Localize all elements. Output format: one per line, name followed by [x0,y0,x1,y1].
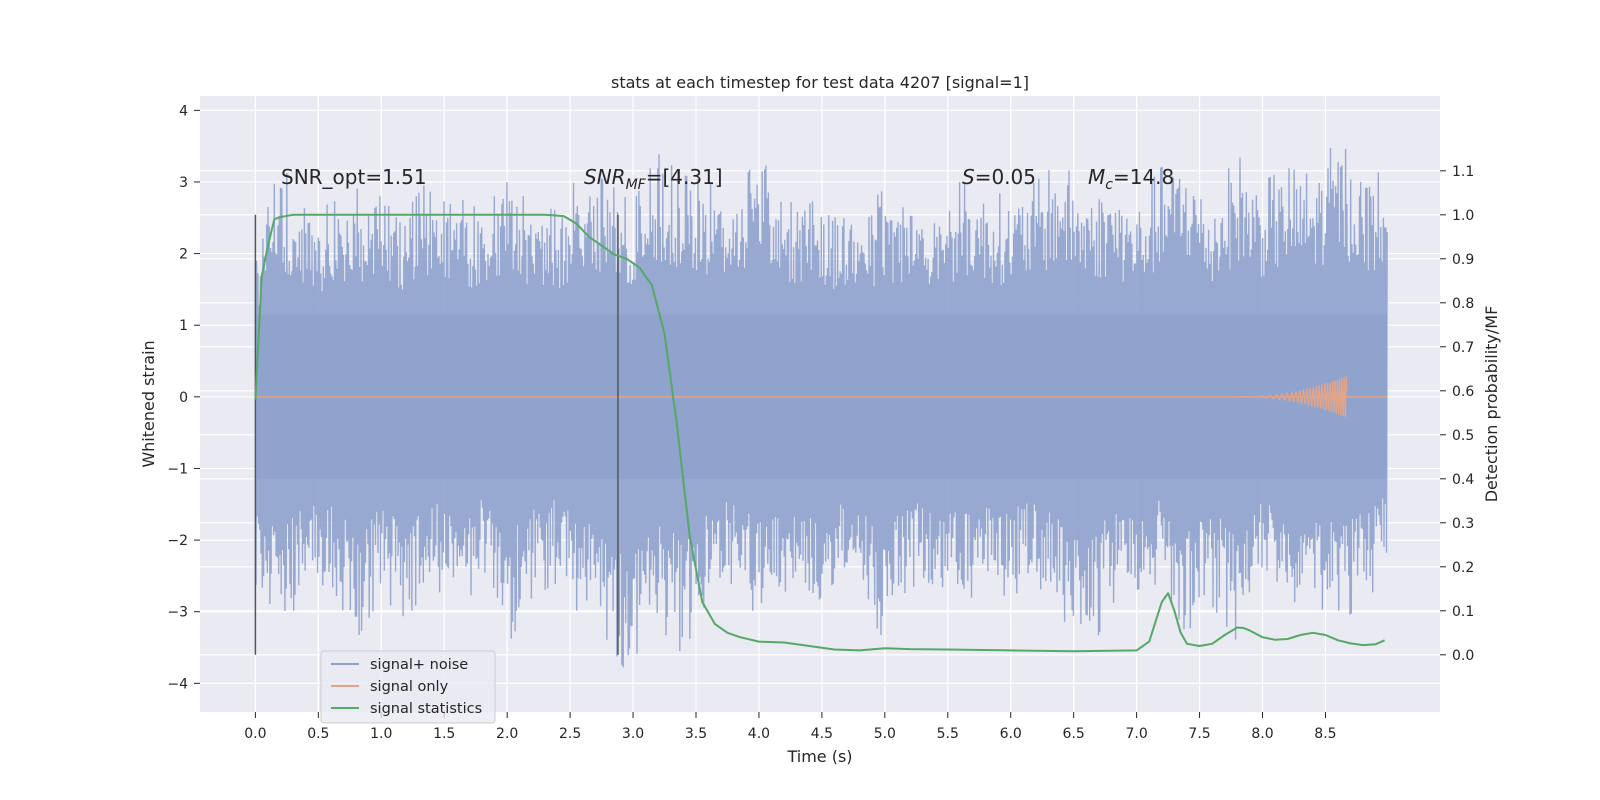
y-right-tick-label: 0.2 [1452,560,1474,576]
x-tick-label: 6.5 [1063,726,1085,742]
annotation-snr-opt: SNR_opt=1.51 [281,165,427,189]
y-left-tick-label: 4 [179,103,188,119]
y-left-tick-label: 1 [179,318,188,334]
annotation-snr-mf: SNRMF=[4.31] [584,165,723,193]
y-left-tick-label: 3 [179,175,188,191]
annotation-snr-mf-symbol: SNR [584,165,626,189]
y-right-tick-label: 0.4 [1452,472,1474,488]
x-axis-label: Time (s) [786,747,852,766]
x-tick-label: 4.5 [811,726,833,742]
signal-only-chirp [1237,376,1348,417]
y-right-tick-label: 0.1 [1452,604,1474,620]
y-axis-left-label: Whitened strain [139,340,158,467]
y-right-tick-label: 0.3 [1452,516,1474,532]
y-right-tick-label: 1.1 [1452,164,1474,180]
x-tick-label: 8.5 [1314,726,1336,742]
x-tick-label: 7.0 [1125,726,1147,742]
y-left-tick-label: −4 [167,676,188,692]
y-left-tick-label: 0 [179,390,188,406]
legend-label-signal-only: signal only [370,679,449,695]
chart-title: stats at each timestep for test data 420… [611,73,1029,92]
x-tick-label: 1.0 [370,726,392,742]
annotation-mc-value: =14.8 [1113,165,1174,189]
x-tick-label: 6.0 [1000,726,1022,742]
x-tick-label: 4.0 [748,726,770,742]
legend: signal+ noise signal only signal statist… [320,650,496,724]
y-right-tick-label: 0.0 [1452,648,1474,664]
legend-box [320,650,496,724]
y-right-tick-label: 1.0 [1452,208,1474,224]
annotation-s: S=0.05 [962,165,1036,189]
x-tick-label: 8.0 [1251,726,1273,742]
y-left-tick-label: 2 [179,247,188,263]
y-right-tick-label: 0.7 [1452,340,1474,356]
x-tick-label: 2.0 [496,726,518,742]
x-tick-label: 0.0 [244,726,266,742]
y-left-tick-label: −2 [167,533,188,549]
y-axis-right-ticks: 0.0 0.1 0.2 0.3 0.4 0.5 0.6 0.7 0.8 0.9 1.0 1.1 [1440,164,1474,664]
x-tick-label: 2.5 [559,726,581,742]
x-tick-label: 7.5 [1188,726,1210,742]
y-axis-right-label: Detection probability/MF [1482,306,1501,503]
y-axis-left-ticks: −4 −3 −2 −1 0 1 2 3 4 [167,103,200,692]
legend-label-signal-noise: signal+ noise [370,657,468,673]
series-signal-only [255,376,1388,417]
x-tick-label: 5.5 [937,726,959,742]
y-left-tick-label: −1 [167,461,188,477]
y-left-tick-label: −3 [167,605,188,621]
annotation-s-value: =0.05 [975,165,1036,189]
x-tick-label: 3.5 [685,726,707,742]
legend-label-signal-statistics: signal statistics [370,701,482,717]
x-axis-ticks: 0.0 0.5 1.0 1.5 2.0 2.5 3.0 3.5 4.0 4.5 5.0 5.5 6.0 6… [244,712,1337,742]
x-tick-label: 0.5 [307,726,329,742]
y-right-tick-label: 0.5 [1452,428,1474,444]
x-tick-label: 5.0 [874,726,896,742]
series-signal-statistics [254,213,1386,653]
y-right-tick-label: 0.9 [1452,252,1474,268]
annotation-mc-symbol: M [1088,165,1105,189]
vertical-markers [254,214,619,655]
signal-statistics-line [254,213,1386,653]
signal-noise-line [254,147,1388,668]
annotation-s-symbol: S [962,165,975,189]
annotation-mc-subscript: c [1105,177,1113,193]
y-right-tick-label: 0.8 [1452,296,1474,312]
x-tick-label: 1.5 [433,726,455,742]
annotation-mc: Mc=14.8 [1088,165,1174,193]
x-tick-label: 3.0 [622,726,644,742]
annotation-snr-mf-value: =[4.31] [646,165,723,189]
y-right-tick-label: 0.6 [1452,384,1474,400]
annotation-snr-mf-subscript: MF [626,177,647,193]
